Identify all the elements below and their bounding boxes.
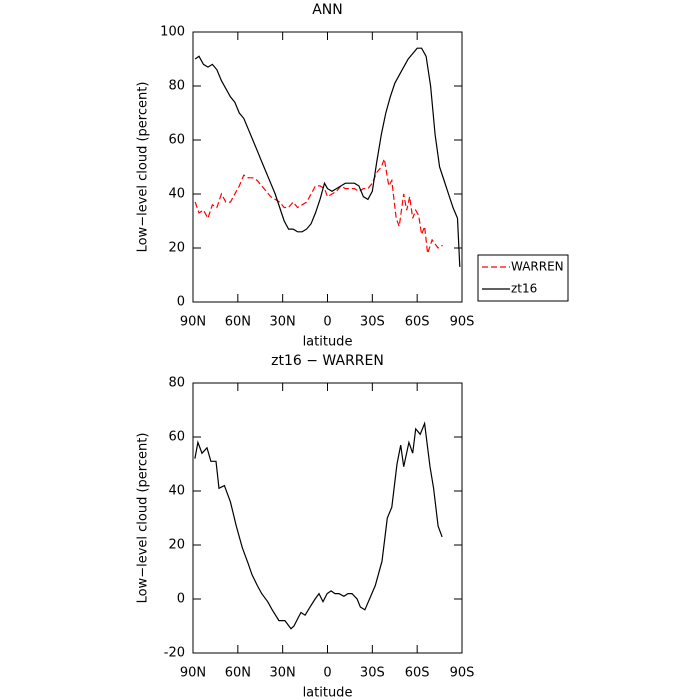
x-tick-label: 30S: [360, 315, 385, 330]
y-tick-label: 60: [168, 430, 185, 445]
y-axis-label: Low−level cloud (percent): [136, 433, 151, 604]
x-tick-label: 30N: [270, 666, 296, 681]
y-tick-label: 20: [168, 538, 185, 553]
x-tick-label: 30S: [360, 666, 385, 681]
x-tick-label: 0: [323, 315, 331, 330]
y-tick-label: 40: [168, 484, 185, 499]
plot-frame: [192, 31, 463, 303]
x-axis-label: latitude: [303, 686, 353, 700]
x-tick-label: 90N: [180, 315, 206, 330]
chart-title: zt16 − WARREN: [271, 353, 384, 369]
legend-box: [477, 254, 569, 302]
x-tick-label: 60S: [405, 315, 430, 330]
data-line: [194, 47, 461, 267]
x-axis-label: latitude: [303, 335, 353, 350]
y-axis-label: Low−level cloud (percent): [136, 82, 151, 253]
data-line: [194, 156, 443, 254]
x-tick-label: 60N: [225, 666, 251, 681]
x-tick-label: 90N: [180, 666, 206, 681]
x-tick-label: 60N: [225, 315, 251, 330]
x-tick-label: 90S: [450, 666, 475, 681]
legend-label: WARREN: [511, 260, 564, 274]
legend-label: zt16: [511, 282, 537, 296]
x-tick-label: 30N: [270, 315, 296, 330]
y-tick-label: 80: [168, 79, 185, 94]
y-tick-label: 0: [177, 295, 185, 310]
x-tick-label: 60S: [405, 666, 430, 681]
data-line: [194, 421, 443, 630]
y-tick-label: 20: [168, 241, 185, 256]
y-tick-label: 100: [160, 25, 185, 40]
y-tick-label: 60: [168, 133, 185, 148]
x-tick-label: 90S: [450, 315, 475, 330]
chart-title: ANN: [312, 2, 343, 18]
y-tick-label: -20: [164, 646, 185, 661]
y-tick-label: 40: [168, 187, 185, 202]
y-tick-label: 0: [177, 592, 185, 607]
y-tick-label: 80: [168, 376, 185, 391]
plot-frame: [192, 382, 463, 654]
x-tick-label: 0: [323, 666, 331, 681]
